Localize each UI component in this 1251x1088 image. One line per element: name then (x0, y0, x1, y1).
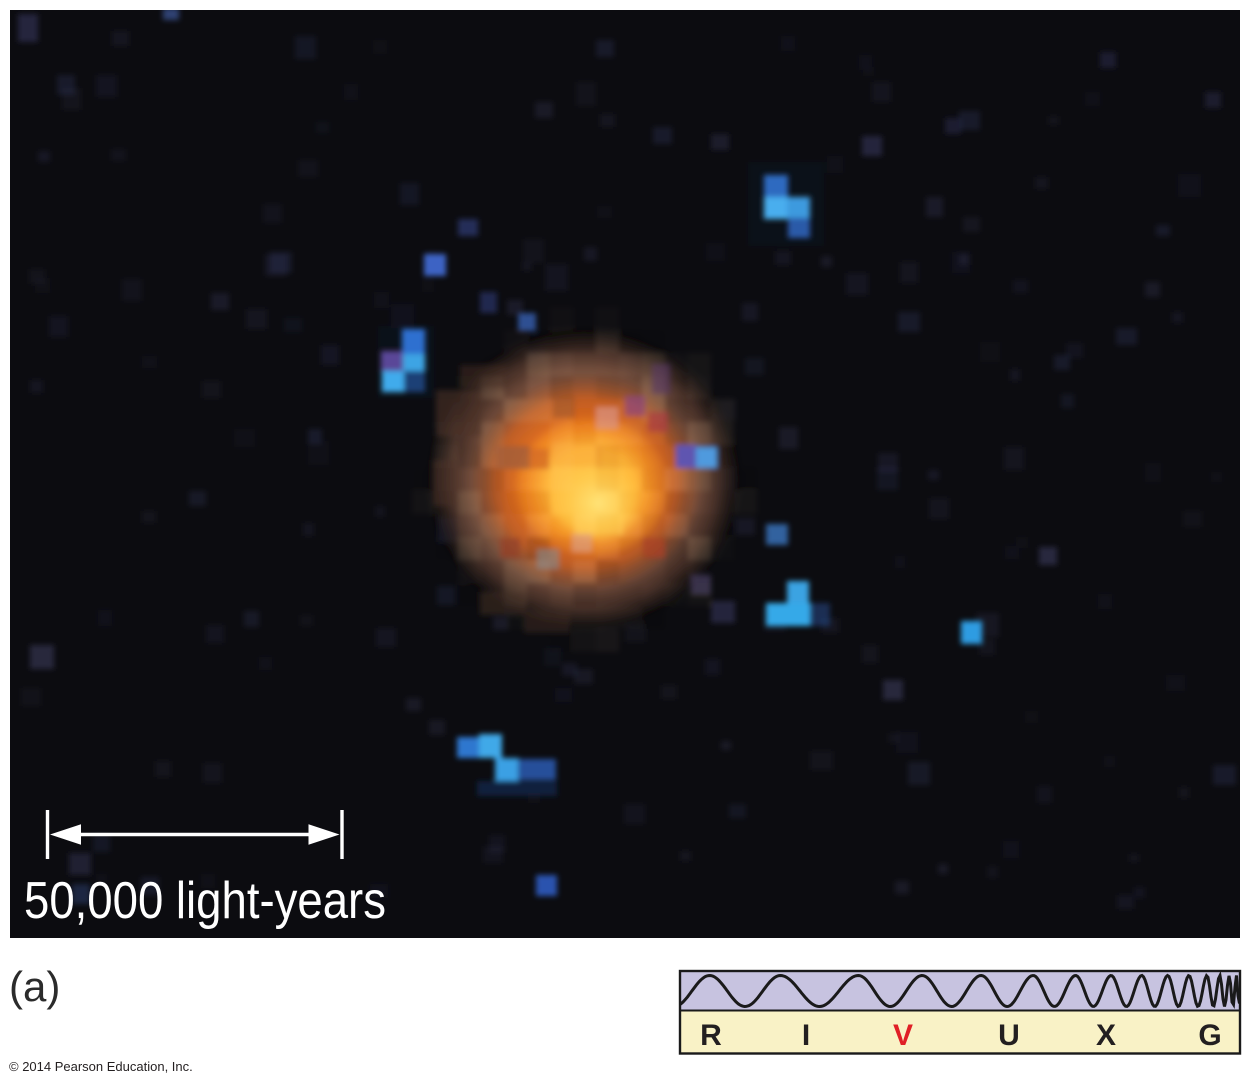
svg-text:U: U (998, 1019, 1020, 1052)
svg-text:R: R (700, 1019, 722, 1052)
svg-text:(a): (a) (9, 963, 60, 1010)
svg-text:© 2014 Pearson Education, Inc.: © 2014 Pearson Education, Inc. (9, 1059, 193, 1074)
svg-text:X: X (1096, 1019, 1116, 1052)
svg-text:V: V (893, 1019, 913, 1052)
svg-text:G: G (1198, 1019, 1221, 1052)
svg-text:50,000 light-years: 50,000 light-years (24, 871, 386, 929)
svg-text:I: I (802, 1019, 810, 1052)
